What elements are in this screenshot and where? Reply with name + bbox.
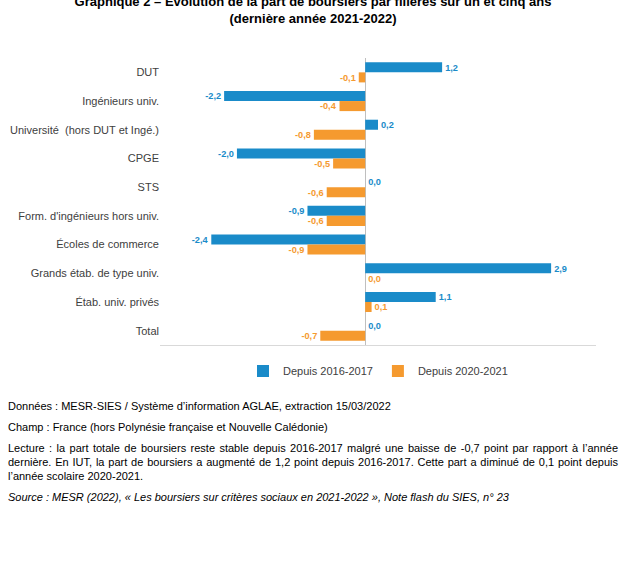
- svg-text:Form. d'ingénieurs hors univ.: Form. d'ingénieurs hors univ.: [18, 210, 159, 222]
- svg-text:CPGE: CPGE: [128, 152, 159, 164]
- svg-text:-0,5: -0,5: [314, 159, 330, 169]
- svg-text:Depuis 2016-2017: Depuis 2016-2017: [283, 365, 373, 377]
- svg-text:Total: Total: [136, 325, 159, 337]
- svg-text:-0,6: -0,6: [308, 188, 324, 198]
- svg-text:Graphique 2 – Évolution de la: Graphique 2 – Évolution de la part de bo…: [75, 0, 552, 26]
- svg-text:0,0: 0,0: [368, 321, 381, 331]
- svg-text:-2,2: -2,2: [205, 91, 221, 101]
- html-text:Champ : France (hors Polynésie: Champ : France (hors Polynésie française…: [8, 421, 328, 433]
- html-text:Source : MESR (2022), « Les bo: Source : MESR (2022), « Les boursiers su…: [8, 491, 509, 503]
- svg-text:-0,1: -0,1: [340, 73, 356, 83]
- svg-text:2,9: 2,9: [554, 264, 567, 274]
- svg-text:STS: STS: [138, 181, 159, 193]
- svg-text:-0,4: -0,4: [320, 101, 337, 111]
- svg-text:-0,9: -0,9: [289, 245, 305, 255]
- svg-text:0,0: 0,0: [368, 274, 381, 284]
- svg-text:Depuis 2020-2021: Depuis 2020-2021: [418, 365, 508, 377]
- svg-text:-2,0: -2,0: [218, 149, 234, 159]
- svg-text:-0,9: -0,9: [289, 206, 305, 216]
- svg-text:0,0: 0,0: [368, 177, 381, 187]
- svg-text:0,1: 0,1: [375, 302, 388, 312]
- html-text:Lecture : la part totale de bo: Lecture : la part totale de boursiers re…: [8, 442, 618, 482]
- svg-text:-0,7: -0,7: [301, 331, 317, 341]
- svg-text:-0,8: -0,8: [295, 130, 311, 140]
- svg-text:-0,6: -0,6: [308, 216, 324, 226]
- svg-text:1,2: 1,2: [445, 63, 458, 73]
- svg-text:0,2: 0,2: [381, 120, 394, 130]
- html-text:Données : MESR-SIES / Système: Données : MESR-SIES / Système d’informat…: [8, 400, 391, 412]
- svg-text:Ingénieurs univ.: Ingénieurs univ.: [82, 95, 159, 107]
- svg-text:Grands étab. de type univ.: Grands étab. de type univ.: [31, 267, 159, 279]
- svg-text:DUT: DUT: [136, 66, 159, 78]
- svg-text:-2,4: -2,4: [192, 235, 209, 245]
- svg-text:1,1: 1,1: [439, 292, 452, 302]
- svg-text:Étab. univ. privés: Étab. univ. privés: [75, 296, 159, 308]
- svg-text:Université (hors DUT et Ingé.: Université (hors DUT et Ingé.): [10, 124, 159, 136]
- svg-text:Écoles de commerce: Écoles de commerce: [56, 238, 159, 250]
